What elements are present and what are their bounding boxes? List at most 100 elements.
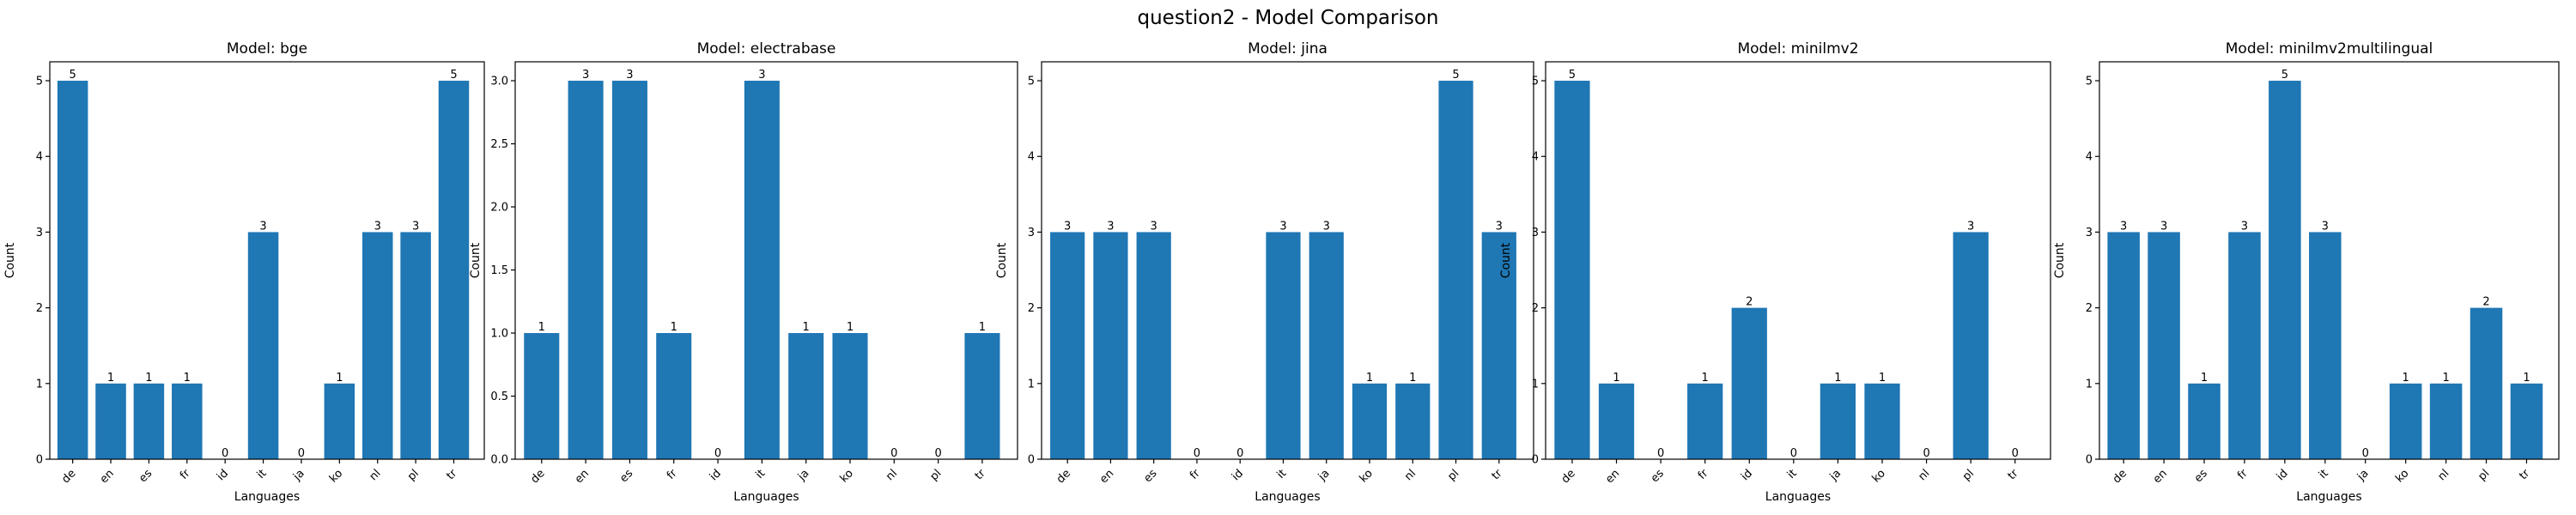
data-label: 0 xyxy=(1790,447,1797,460)
y-tick-label: 0 xyxy=(36,454,43,467)
data-label: 3 xyxy=(2160,220,2167,233)
bar-pl xyxy=(1953,232,1989,459)
chart-panel-2: Model: electrabase 1 3 3 1 0 3 1 1 0 0 1 0.0 0.5 1.0 1.… xyxy=(469,40,1018,504)
bar-en xyxy=(1598,383,1635,459)
y-tick-label: 3 xyxy=(2086,227,2093,239)
plot-frame xyxy=(1545,61,2051,460)
y-tick-label: 1 xyxy=(36,378,43,391)
data-label: 1 xyxy=(2201,372,2208,385)
y-tick-label: 0.5 xyxy=(490,391,508,403)
data-label: 1 xyxy=(1366,372,1373,385)
bar-es xyxy=(2188,383,2221,459)
data-label: 1 xyxy=(107,372,114,385)
bar-ko xyxy=(2389,383,2422,459)
y-tick-label: 1.0 xyxy=(490,328,508,341)
data-label: 3 xyxy=(1967,220,1974,233)
y-tick-label: 0 xyxy=(2086,454,2093,467)
bar-ja xyxy=(1820,383,1856,459)
plot-frame xyxy=(514,61,1018,460)
data-label: 1 xyxy=(2523,372,2530,385)
bar-fr xyxy=(172,383,203,459)
bar-nl xyxy=(2429,383,2463,459)
bar-en xyxy=(2148,232,2180,459)
data-label: 3 xyxy=(259,220,266,233)
data-label: 1 xyxy=(671,321,677,334)
data-label: 1 xyxy=(538,321,545,334)
y-tick-label: 3.0 xyxy=(490,76,508,88)
y-tick-label: 3 xyxy=(1532,227,1539,239)
data-label: 1 xyxy=(336,372,343,385)
y-tick-label: 0.0 xyxy=(490,454,508,467)
bar-es xyxy=(611,81,647,460)
bar-it xyxy=(744,81,780,460)
y-tick-label: 1 xyxy=(1532,378,1539,391)
data-label: 3 xyxy=(374,220,381,233)
data-label: 0 xyxy=(1194,447,1200,460)
data-label: 5 xyxy=(69,69,76,82)
bar-fr xyxy=(2228,232,2261,459)
y-tick-label: 4 xyxy=(36,151,43,164)
data-label: 1 xyxy=(1409,372,1416,385)
bar-de xyxy=(1554,81,1590,460)
data-label: 0 xyxy=(714,447,721,460)
bar-ko xyxy=(1352,383,1388,459)
bar-de xyxy=(2107,232,2140,459)
bar-tr xyxy=(964,333,1000,459)
y-tick-label: 4 xyxy=(2086,151,2093,164)
y-tick-label: 0 xyxy=(1028,454,1035,467)
data-label: 0 xyxy=(2012,447,2019,460)
y-tick-label: 5 xyxy=(1532,76,1539,88)
y-tick-label: 0 xyxy=(1532,454,1539,467)
data-label: 1 xyxy=(184,372,191,385)
y-axis-label: Count xyxy=(2053,242,2067,278)
bar-pl xyxy=(1438,81,1473,460)
bar-id xyxy=(1731,307,1767,459)
data-label: 1 xyxy=(1702,372,1709,385)
data-label: 5 xyxy=(450,69,457,82)
y-tick-label: 4 xyxy=(1532,151,1539,164)
y-tick-label: 2.5 xyxy=(490,138,508,151)
bar-en xyxy=(95,383,126,459)
bar-nl xyxy=(361,232,393,459)
chart-title: Model: electrabase xyxy=(697,40,836,58)
data-label: 0 xyxy=(1657,447,1664,460)
bar-ja xyxy=(788,333,824,459)
bar-es xyxy=(133,383,165,459)
bar-it xyxy=(2309,232,2342,459)
x-axis-label: Languages xyxy=(234,490,300,504)
data-label: 1 xyxy=(1613,372,1619,385)
data-label: 0 xyxy=(1923,447,1929,460)
data-label: 3 xyxy=(758,69,765,82)
data-label: 1 xyxy=(847,321,854,334)
y-axis-label: Count xyxy=(1499,242,1513,278)
bar-fr xyxy=(1687,383,1723,459)
figure-title: question2 - Model Comparison xyxy=(1138,7,1439,29)
x-axis-label: Languages xyxy=(1255,490,1320,504)
data-label: 1 xyxy=(2442,372,2449,385)
data-label: 3 xyxy=(1151,220,1157,233)
y-axis-label: Count xyxy=(3,242,17,278)
bar-es xyxy=(1136,232,1171,459)
data-label: 3 xyxy=(2241,220,2248,233)
bar-id xyxy=(2269,81,2301,460)
bar-tr xyxy=(2510,383,2543,459)
data-label: 5 xyxy=(2281,69,2288,82)
y-tick-label: 1 xyxy=(2086,378,2093,391)
y-axis-label: Count xyxy=(469,242,483,278)
data-label: 1 xyxy=(803,321,810,334)
bar-it xyxy=(247,232,279,459)
data-label: 0 xyxy=(1236,447,1243,460)
y-tick-label: 1 xyxy=(1028,378,1035,391)
x-axis-label: Languages xyxy=(1765,490,1831,504)
data-label: 3 xyxy=(626,69,633,82)
y-tick-label: 4 xyxy=(1028,151,1035,164)
bar-fr xyxy=(656,333,692,459)
data-label: 3 xyxy=(1064,220,1071,233)
data-label: 5 xyxy=(1452,69,1459,82)
bar-tr xyxy=(438,81,470,460)
bar-tr xyxy=(1481,232,1516,459)
chart-title: Model: minilmv2 xyxy=(1737,40,1858,58)
